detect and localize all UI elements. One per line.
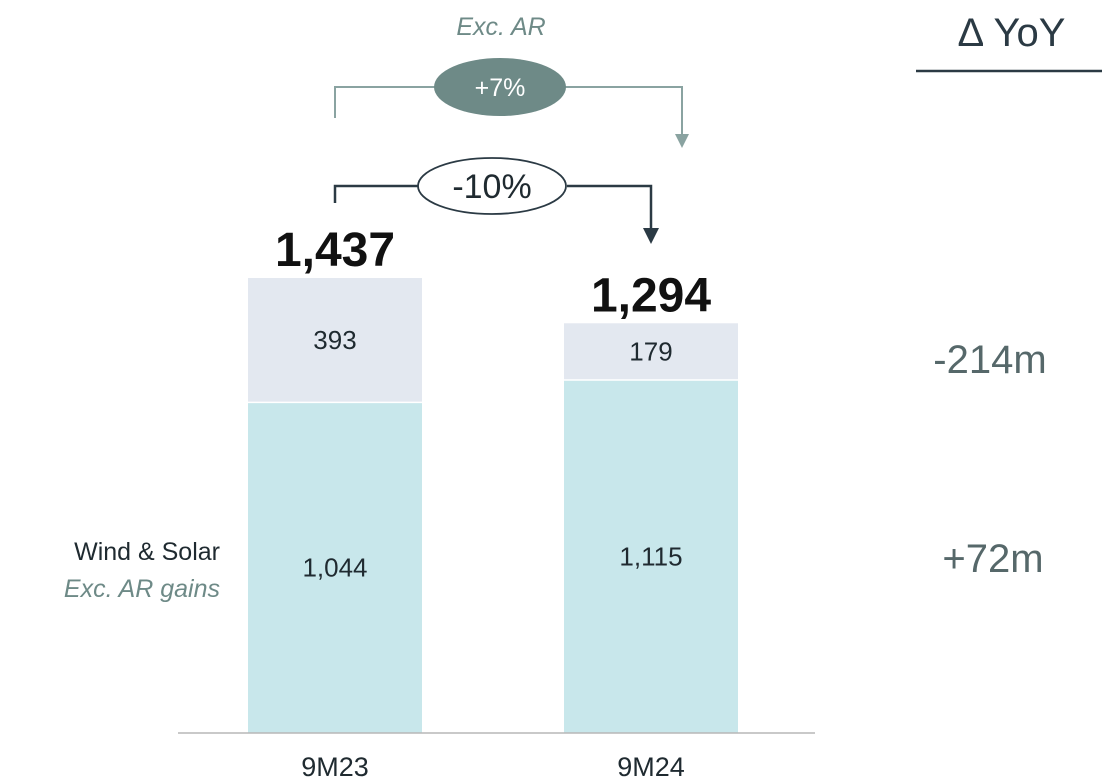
data-label-9m23-wind-solar: 1,044 [302, 553, 367, 583]
exc-ar-change-badge [434, 58, 566, 116]
exc-ar-arrowhead [675, 134, 689, 148]
exc-ar-connector [334, 86, 683, 136]
data-label-9m24-other: 179 [629, 337, 672, 367]
exc-ar-change-label: +7% [475, 74, 526, 102]
x-tick-label-9M24: 9M24 [617, 752, 685, 781]
yoy-row-other: -214m [933, 338, 1046, 382]
yoy-header: ∆ YoY [959, 11, 1066, 55]
series-label-line2: Exc. AR gains [64, 575, 220, 603]
data-label-9m23-other: 393 [313, 325, 356, 355]
bar-9m24-segment-wind-solar [564, 379, 738, 733]
yoy-row-wind-solar: +72m [942, 537, 1043, 581]
x-tick-label-9M23: 9M23 [301, 752, 369, 781]
data-label-9m24-wind-solar: 1,115 [619, 541, 682, 571]
series-label-line1: Wind & Solar [74, 538, 220, 566]
total-change-badge [417, 157, 567, 215]
total-change-label: -10% [452, 168, 531, 206]
exc-ar-caption: Exc. AR [456, 13, 545, 41]
bar-9m24-segment-other [564, 323, 738, 380]
total-label-9m23: 1,437 [275, 224, 395, 277]
total-label-9m24: 1,294 [591, 269, 711, 322]
bars-group: 1,044 393 1,437 1,115 179 1,294 [248, 224, 738, 733]
total-change-connector [333, 184, 653, 230]
total-change-arrowhead [643, 228, 659, 244]
bar-9m23-segment-wind-solar [248, 402, 422, 733]
bar-9m23-segment-other [248, 278, 422, 403]
